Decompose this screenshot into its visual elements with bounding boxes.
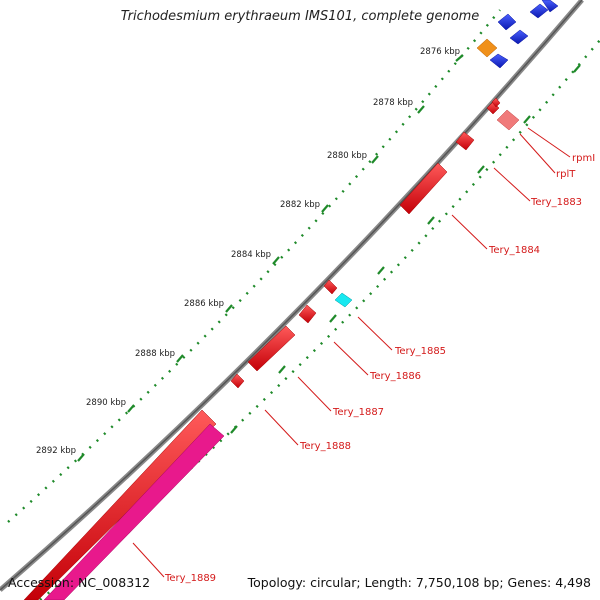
accession-text: Accession: NC_008312: [8, 575, 151, 590]
gene-label: Tery_1883: [530, 197, 582, 208]
gene-label: Tery_1884: [488, 245, 540, 256]
ruler-track-outer: [7, 9, 501, 523]
gene-Tery-1884: [399, 162, 448, 215]
ruler-label: 2892 kbp: [36, 446, 76, 456]
leader-lines: [132, 127, 571, 578]
gene-red-group: [23, 97, 501, 600]
gene-label: Tery_1889: [164, 573, 216, 584]
gene-orange: [476, 38, 498, 58]
gene-label: Tery_1888: [299, 441, 351, 452]
gene-label: rplT: [556, 169, 576, 180]
gene-Tery-1888: [230, 373, 245, 389]
ruler-label: 2880 kbp: [327, 151, 367, 161]
ruler-label: 2886 kbp: [184, 299, 224, 309]
map-title: Trichodesmium erythraeum IMS101, complet…: [120, 9, 480, 24]
genome-backbone: [0, 0, 584, 592]
gene-label: rpmI: [572, 153, 595, 164]
gene-Tery-1889-red: [23, 409, 217, 600]
gene-rplT: [496, 109, 520, 131]
ruler-label: 2878 kbp: [373, 98, 413, 108]
gene-blue: [489, 53, 509, 69]
gene-Tery-1887: [247, 325, 296, 372]
gene-Tery-1885-a: [323, 279, 338, 295]
gene-small: [491, 97, 501, 108]
gene-blue: [529, 3, 549, 19]
gene-blue: [497, 13, 517, 31]
gene-label: Tery_1886: [369, 371, 421, 382]
gene-label: Tery_1887: [332, 407, 384, 418]
gene-Tery-1886: [298, 304, 317, 324]
ruler-label: 2888 kbp: [135, 349, 175, 359]
ruler-label: 2890 kbp: [86, 398, 126, 408]
genome-summary: Topology: circular; Length: 7,750,108 bp…: [247, 575, 591, 590]
ruler-major-ticks: [77, 54, 464, 462]
gene-label: Tery_1885: [394, 346, 446, 357]
gene-Tery-1883: [455, 131, 475, 151]
gene-Tery-1889-magenta: [43, 423, 225, 600]
genome-backbone-inner: [0, 0, 583, 591]
ruler-label: 2876 kbp: [420, 47, 460, 57]
gene-blue: [541, 0, 559, 13]
ruler-label: 2882 kbp: [280, 200, 320, 210]
ruler-label: 2884 kbp: [231, 250, 271, 260]
gene-blue: [509, 29, 529, 45]
gene-blue-group: [489, 0, 559, 69]
gene-Tery-1885: [334, 292, 353, 308]
